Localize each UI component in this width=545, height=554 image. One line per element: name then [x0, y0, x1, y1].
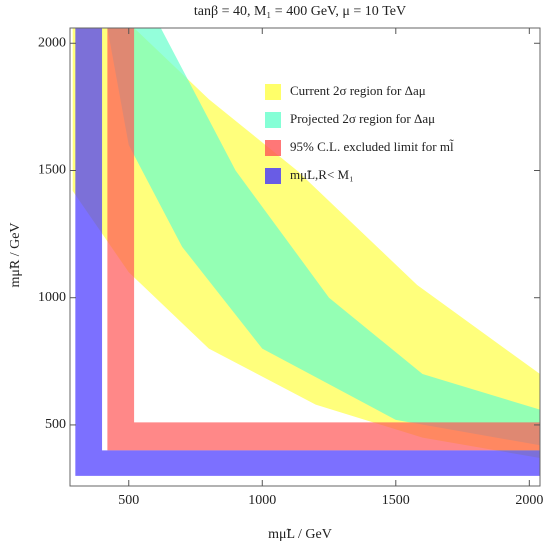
x-axis-label: mμ̃L / GeV: [268, 527, 332, 542]
y-axis-label: mμ̃R / GeV: [8, 222, 23, 287]
x-tick-label: 2000: [515, 493, 543, 508]
x-tick-label: 500: [118, 493, 139, 508]
y-tick-label: 1000: [38, 290, 66, 305]
legend-swatch: [265, 168, 281, 184]
legend-label: mμ̃L,R< M₁: [290, 167, 354, 182]
y-tick-label: 500: [45, 417, 66, 432]
legend-swatch: [265, 84, 281, 100]
plot-area: [72, 28, 541, 476]
frame: [69, 27, 541, 487]
legend-swatch: [265, 112, 281, 128]
y-tick-label: 2000: [38, 35, 66, 50]
legend-label: Current 2σ region for Δaμ: [290, 83, 426, 98]
chart-title: tanβ = 40, M₁ = 400 GeV, μ = 10 TeV: [194, 4, 406, 19]
legend-swatch: [265, 140, 281, 156]
y-tick-label: 1500: [38, 163, 66, 178]
x-tick-label: 1000: [248, 493, 276, 508]
x-tick-label: 1500: [382, 493, 410, 508]
legend-label: 95% C.L. excluded limit for ml̃: [290, 139, 454, 154]
legend-label: Projected 2σ region for Δaμ: [290, 111, 435, 126]
region: [107, 28, 541, 446]
